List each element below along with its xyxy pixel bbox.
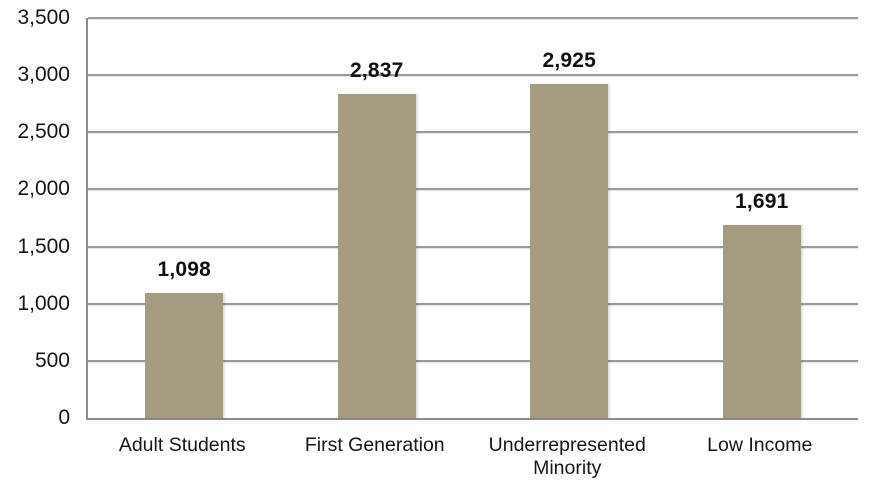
gridline: [88, 17, 858, 19]
y-tick-label: 3,500: [17, 6, 70, 29]
gridline: [88, 188, 858, 191]
bar-value-label: 2,837: [349, 58, 404, 82]
x-category-label: Adult Students: [118, 434, 246, 456]
gridline: [88, 74, 858, 77]
plot-area: 1,098 2,837 2,925 1,691: [86, 17, 858, 420]
x-category-label: Low Income: [707, 434, 813, 456]
bar-value-label: 1,691: [734, 189, 789, 213]
y-tick-label: 500: [34, 348, 70, 372]
y-tick-label: 3,000: [17, 63, 70, 87]
bar-underrepresented-minority: [530, 83, 609, 418]
y-tick-label: 2,500: [17, 120, 70, 144]
x-category-label: First Generation: [304, 434, 445, 456]
y-tick-label: 1,000: [17, 291, 70, 315]
gridline: [88, 131, 858, 134]
bar-low-income: [722, 224, 801, 418]
gridline: [88, 302, 858, 305]
y-tick-label: 0: [58, 406, 70, 429]
bar-value-label: 1,098: [157, 257, 212, 281]
gridline: [88, 359, 858, 362]
x-category-label: Underrepresented Minority: [488, 434, 646, 480]
y-tick-label: 1,500: [17, 234, 70, 258]
bar-adult-students: [145, 292, 224, 418]
bar-value-label: 2,925: [542, 48, 597, 72]
gridline: [88, 245, 858, 248]
y-tick-label: 2,000: [17, 177, 70, 201]
bar-first-generation: [337, 93, 416, 418]
